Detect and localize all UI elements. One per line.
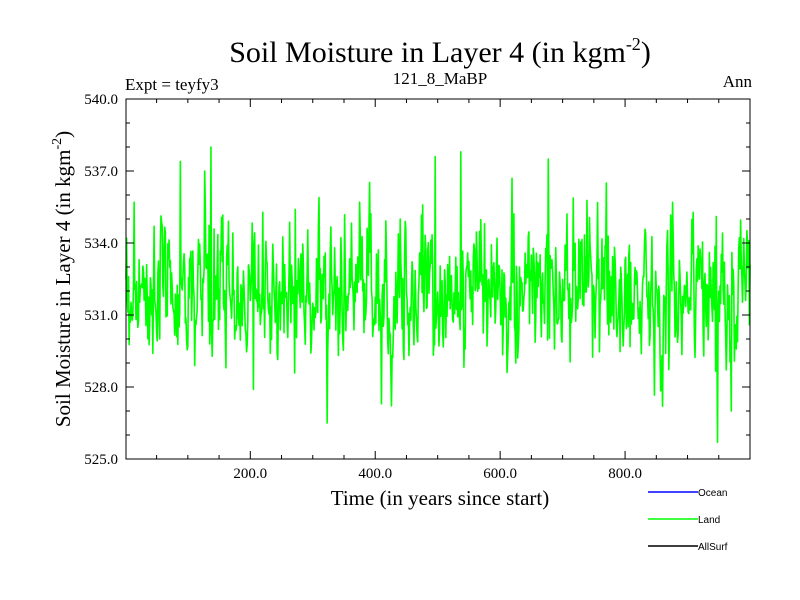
y-tick-label: 531.0 [84,308,118,324]
y-tick-label: 540.0 [84,92,118,108]
y-tick-label: 537.0 [84,164,118,180]
x-tick-label: 200.0 [233,466,267,482]
y-tick-label: 534.0 [84,236,118,252]
x-tick-label: 600.0 [483,466,517,482]
season-label: Ann [723,72,753,91]
y-axis-label: Soil Moisture in Layer 4 (in kgm-2) [50,131,75,427]
x-tick-label: 400.0 [358,466,392,482]
y-tick-label: 528.0 [84,380,118,396]
chart-title: Soil Moisture in Layer 4 (in kgm-2) [229,34,651,69]
series-line-land [125,146,751,444]
experiment-label: Expt = teyfy3 [125,75,219,94]
legend-label-allsurf: AllSurf [698,542,728,553]
legend: Ocean Land AllSurf [648,488,728,553]
y-axis: 525.0 528.0 531.0 534.0 537.0 540.0 [84,92,750,468]
legend-label-land: Land [698,515,720,526]
legend-label-ocean: Ocean [698,488,727,499]
y-tick-label: 525.0 [84,452,118,468]
x-axis-label: Time (in years since start) [331,486,550,510]
run-label: 121_8_MaBP [393,69,487,88]
x-axis: 200.0 400.0 600.0 800.0 [156,99,720,482]
series-layer [125,146,751,444]
x-tick-label: 800.0 [608,466,642,482]
